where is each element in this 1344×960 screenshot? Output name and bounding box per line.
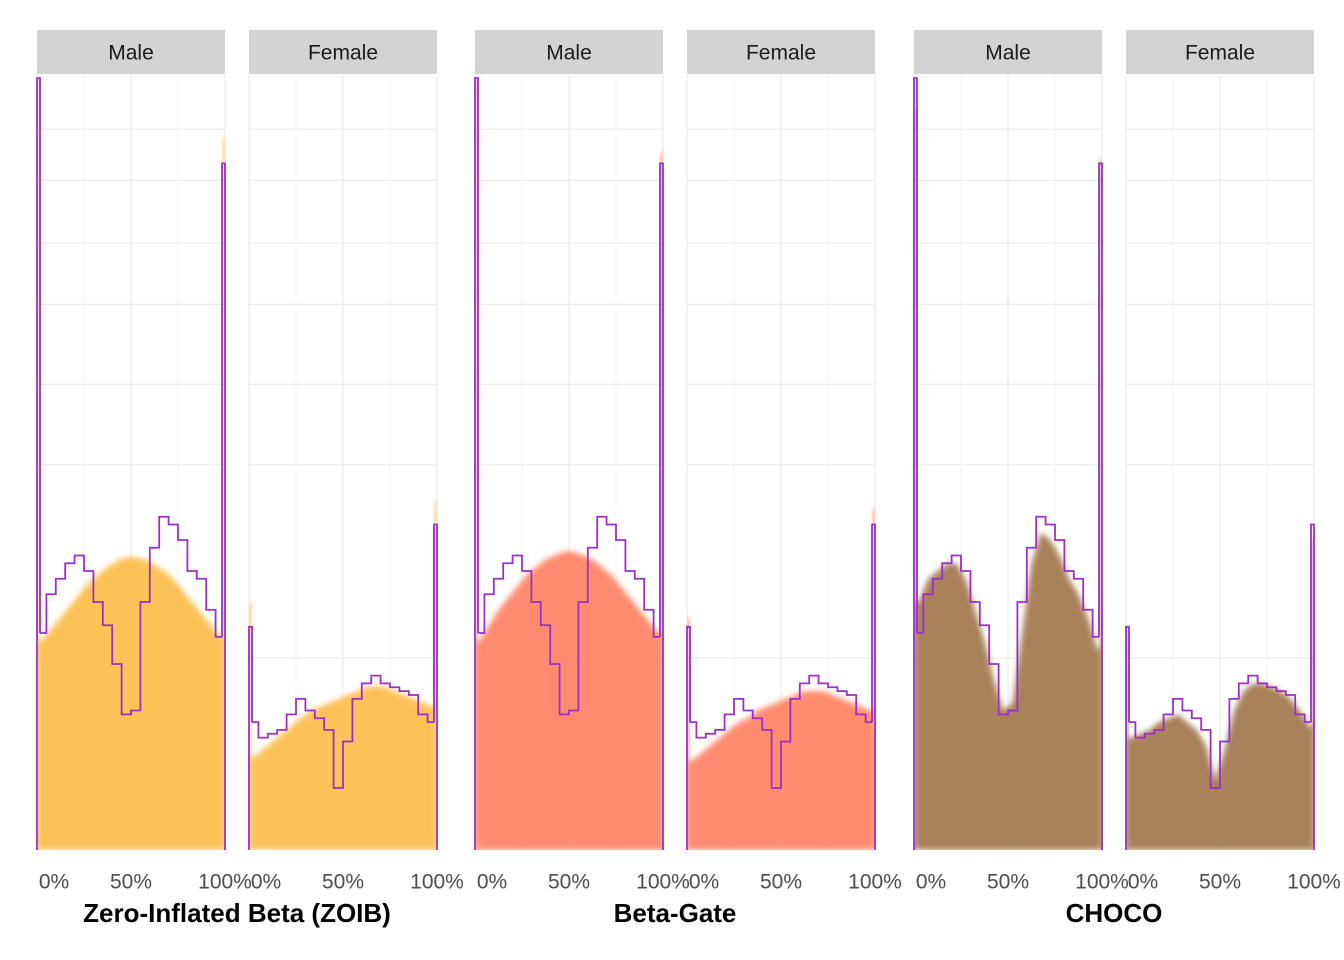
chart-title: Beta-Gate bbox=[614, 898, 737, 928]
observed-zero bbox=[248, 625, 253, 850]
observed-one bbox=[1310, 523, 1315, 850]
observed-line bbox=[690, 674, 872, 789]
predicted-one bbox=[434, 501, 437, 850]
x-tick-label: 0% bbox=[477, 871, 507, 894]
observed-line bbox=[1129, 674, 1311, 789]
x-tick-label: 0% bbox=[916, 871, 946, 894]
x-tick-label: 0% bbox=[1128, 871, 1158, 894]
x-tick-label: 50% bbox=[548, 871, 590, 894]
observed-one bbox=[871, 523, 876, 850]
strip bbox=[1126, 30, 1314, 74]
x-tick-label: 50% bbox=[1199, 871, 1241, 894]
x-tick-label: 100% bbox=[636, 871, 690, 894]
strip-label: Male bbox=[985, 42, 1031, 65]
strip-label: Male bbox=[108, 42, 154, 65]
observed-line bbox=[917, 515, 1099, 716]
predicted-zero bbox=[914, 106, 917, 850]
x-tick-label: 50% bbox=[110, 871, 152, 894]
strip-label: Male bbox=[546, 42, 592, 65]
panel bbox=[914, 106, 1102, 850]
observed-zero bbox=[913, 77, 918, 850]
strip bbox=[687, 30, 875, 74]
panel bbox=[37, 78, 225, 850]
chart-title: Zero-Inflated Beta (ZOIB) bbox=[83, 898, 391, 928]
predicted-zero bbox=[249, 602, 252, 850]
x-tick-label: 50% bbox=[760, 871, 802, 894]
x-tick-label: 50% bbox=[322, 871, 364, 894]
observed-line bbox=[478, 515, 660, 716]
observed-line bbox=[40, 515, 222, 716]
x-tick-label: 100% bbox=[848, 871, 902, 894]
observed-zero bbox=[686, 625, 691, 850]
predicted-one bbox=[872, 509, 875, 850]
x-tick-label: 100% bbox=[410, 871, 464, 894]
predicted-one bbox=[1311, 540, 1314, 850]
observed-zero bbox=[36, 77, 41, 850]
observed-one bbox=[659, 162, 664, 850]
observed-one bbox=[433, 523, 438, 850]
x-tick-label: 0% bbox=[689, 871, 719, 894]
strip bbox=[37, 30, 225, 74]
strip-label: Female bbox=[1185, 42, 1255, 65]
predicted-one bbox=[222, 137, 225, 850]
predicted-zero bbox=[1126, 633, 1129, 850]
panel bbox=[475, 78, 663, 850]
observed-zero bbox=[1125, 625, 1130, 850]
strip bbox=[475, 30, 663, 74]
x-tick-label: 100% bbox=[1287, 871, 1341, 894]
predicted-area bbox=[37, 557, 225, 850]
chart-title: CHOCO bbox=[1066, 898, 1163, 928]
predicted-zero bbox=[475, 78, 478, 850]
predicted-zero bbox=[687, 617, 690, 850]
predicted-area bbox=[475, 551, 663, 850]
observed-one bbox=[221, 162, 226, 850]
observed-zero bbox=[474, 77, 479, 850]
x-tick-label: 0% bbox=[251, 871, 281, 894]
x-tick-label: 50% bbox=[987, 871, 1029, 894]
x-tick-label: 100% bbox=[198, 871, 252, 894]
predicted-one bbox=[660, 152, 663, 850]
x-tick-label: 0% bbox=[39, 871, 69, 894]
predicted-area bbox=[914, 532, 1102, 850]
x-tick-label: 100% bbox=[1075, 871, 1129, 894]
observed-line bbox=[252, 674, 434, 789]
observed-one bbox=[1098, 162, 1103, 850]
predicted-one bbox=[1099, 160, 1102, 850]
strip bbox=[914, 30, 1102, 74]
predicted-zero bbox=[37, 78, 40, 850]
strip-label: Female bbox=[746, 42, 816, 65]
strip-label: Female bbox=[308, 42, 378, 65]
strip bbox=[249, 30, 437, 74]
